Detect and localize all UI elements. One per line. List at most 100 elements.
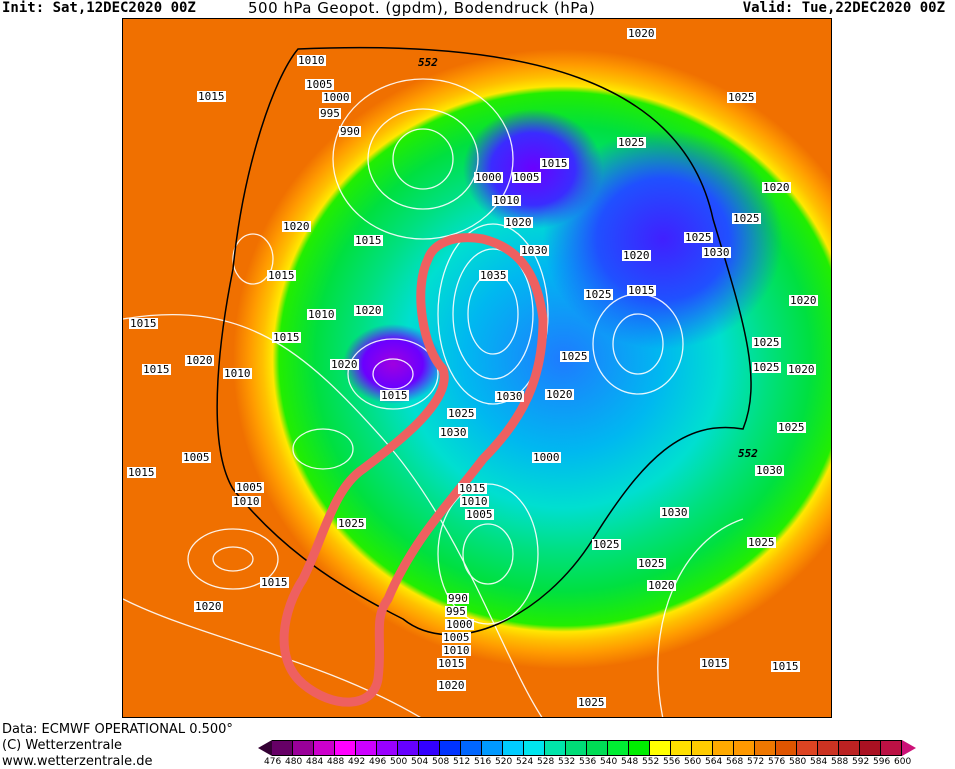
- isobar-label: 1020: [789, 294, 818, 307]
- colorbar-tick-label: 580: [789, 757, 807, 767]
- colorbar-swatch: [629, 740, 650, 756]
- colorbar-swatch: [356, 740, 377, 756]
- isobar-label: 1025: [727, 91, 756, 104]
- colorbar-tick-label: 488: [327, 757, 345, 767]
- weather-map: 1010 1005 1000 995 990 552 1020 1015 1025 1025 101…: [122, 18, 832, 718]
- colorbar-swatch: [377, 740, 398, 756]
- colorbar-tick-label: 560: [684, 757, 702, 767]
- colorbar-tick-label: 548: [621, 757, 639, 767]
- colorbar-swatch: [419, 740, 440, 756]
- isobar-label: 1020: [627, 27, 656, 40]
- colorbar-swatch: [398, 740, 419, 756]
- isobar: [612, 313, 664, 375]
- isobar-label: 1000: [445, 618, 474, 631]
- colorbar-tick-label: 572: [747, 757, 765, 767]
- isobar: [332, 78, 514, 240]
- isobar-label: 1035: [479, 269, 508, 282]
- valid-time: Valid: Tue,22DEC2020 00Z: [742, 0, 945, 16]
- isobar-label: 1005: [235, 481, 264, 494]
- isobar-label: 1005: [182, 451, 211, 464]
- colorbar-tick-label: 600: [894, 757, 912, 767]
- colorbar-tick-label: 564: [705, 757, 723, 767]
- colorbar-swatch: [566, 740, 587, 756]
- colorbar-tick-label: 552: [642, 757, 660, 767]
- colorbar-swatch: [818, 740, 839, 756]
- colorbar: [258, 740, 916, 756]
- website-url[interactable]: www.wetterzentrale.de: [2, 754, 153, 769]
- colorbar-swatch: [587, 740, 608, 756]
- isobar-label: 1010: [307, 308, 336, 321]
- colorbar-swatch: [755, 740, 776, 756]
- colorbar-swatch: [524, 740, 545, 756]
- isobar: [467, 273, 519, 355]
- copyright: (C) Wetterzentrale: [2, 738, 123, 753]
- colorbar-swatch: [776, 740, 797, 756]
- colorbar-swatch: [671, 740, 692, 756]
- isobar-label: 1025: [752, 361, 781, 374]
- colorbar-swatch: [482, 740, 503, 756]
- colorbar-high-arrow: [902, 740, 916, 756]
- isobar-label: 995: [445, 605, 467, 618]
- isobar: [592, 293, 684, 395]
- colorbar-tick-label: 592: [852, 757, 870, 767]
- isobar-label: 1020: [545, 388, 574, 401]
- isobar: [187, 528, 279, 590]
- isobar-label: 1030: [755, 464, 784, 477]
- isobar: [462, 523, 514, 585]
- isobar-label: 1020: [185, 354, 214, 367]
- isobar-label: 1010: [492, 194, 521, 207]
- isobar-label: 1005: [305, 78, 334, 91]
- colorbar-tick-label: 512: [453, 757, 471, 767]
- isobar-label: 995: [319, 107, 341, 120]
- colorbar-swatch: [440, 740, 461, 756]
- isobar-label: 1015: [142, 363, 171, 376]
- colorbar-tick-label: 536: [579, 757, 597, 767]
- colorbar-tick-label: 492: [348, 757, 366, 767]
- isobar-label: 1020: [622, 249, 651, 262]
- isobar-label: 1025: [560, 350, 589, 363]
- map-title: 500 hPa Geopot. (gpdm), Bodendruck (hPa): [248, 0, 596, 17]
- colorbar-tick-label: 476: [264, 757, 282, 767]
- colorbar-tick-label: 524: [516, 757, 534, 767]
- colorbar-swatch: [797, 740, 818, 756]
- isobar-label: 1025: [747, 536, 776, 549]
- colorbar-swatch: [881, 740, 902, 756]
- colorbar-tick-label: 576: [768, 757, 786, 767]
- isobar-label: 1015: [267, 269, 296, 282]
- colorbar-tick-label: 584: [810, 757, 828, 767]
- isobar-label: 1030: [660, 506, 689, 519]
- colorbar-tick-label: 540: [600, 757, 618, 767]
- isobar-label: 1025: [732, 212, 761, 225]
- isobar-label: 1020: [354, 304, 383, 317]
- isobar-label: 1020: [504, 216, 533, 229]
- isobar-label: 1010: [460, 495, 489, 508]
- colorbar-swatch: [860, 740, 881, 756]
- isobar-label: 1020: [762, 181, 791, 194]
- isobar-label: 990: [447, 592, 469, 605]
- isobar-label: 1010: [223, 367, 252, 380]
- isobar-label: 1015: [260, 576, 289, 589]
- colorbar-tick-label: 500: [390, 757, 408, 767]
- isobar-label: 1030: [520, 244, 549, 257]
- isobar: [437, 223, 549, 405]
- isobar: [372, 358, 414, 390]
- isobar-label: 1005: [512, 171, 541, 184]
- isobar-label: 1020: [282, 220, 311, 233]
- isobar-label: 1015: [129, 317, 158, 330]
- isobar-label: 1015: [272, 331, 301, 344]
- colorbar-tick-label: 596: [873, 757, 891, 767]
- colorbar-swatch: [503, 740, 524, 756]
- isobar-label: 1010: [442, 644, 471, 657]
- colorbar-swatch: [650, 740, 671, 756]
- isobar-label: 1025: [592, 538, 621, 551]
- annotation-outline: [279, 233, 548, 707]
- colorbar-tick-label: 588: [831, 757, 849, 767]
- isobar: [212, 546, 254, 572]
- colorbar-tick-label: 504: [411, 757, 429, 767]
- isobar-label: 1025: [617, 136, 646, 149]
- isobar: [392, 128, 454, 190]
- isobar-label: 1005: [465, 508, 494, 521]
- colorbar-swatch: [545, 740, 566, 756]
- isobar-label: 1020: [787, 363, 816, 376]
- isobar: [347, 338, 439, 410]
